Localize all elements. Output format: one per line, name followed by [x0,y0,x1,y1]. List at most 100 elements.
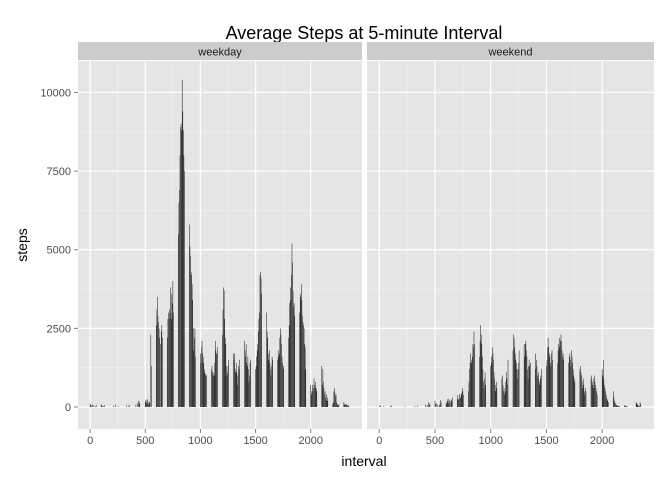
x-tick-label: 1500 [243,435,267,447]
bar [470,353,471,407]
bar [626,406,628,407]
bar [571,356,573,407]
bar [446,401,448,407]
bar [250,359,251,407]
bars-weekend [379,325,641,407]
bar [515,359,517,407]
bar [618,405,620,407]
bar [180,127,181,407]
bar [468,391,469,407]
bar [172,281,174,407]
bar [547,347,548,407]
bar [226,375,228,407]
bar [282,362,283,407]
bar [290,287,291,407]
bar [435,403,437,407]
bar [128,405,130,407]
bar [512,350,514,407]
bar [321,366,323,407]
bar [126,405,127,407]
bar [278,356,280,407]
bar [639,402,641,407]
bar [335,395,336,407]
bar [159,337,160,407]
bar [302,322,304,407]
panel-weekend: weekend 0 500 1000 1500 2000 [367,42,654,447]
panel-weekday: weekday 0 500 1000 1500 2000 0 2500 5000 7500 10… [40,42,362,447]
bar [573,375,575,407]
bar [283,366,284,407]
bar [596,394,598,407]
bar [303,325,304,407]
bar [92,404,93,407]
bar [224,318,225,407]
y-tick-label: 10000 [40,87,71,99]
bar [414,406,416,407]
bar [590,378,592,407]
x-tick-label: 500 [426,435,444,447]
bar [518,362,519,407]
bar [439,405,440,407]
bar [206,375,207,407]
bar [524,356,526,407]
bar [447,399,449,407]
bar [90,405,92,407]
bar [261,293,262,407]
bar [461,394,463,407]
bar [279,337,281,407]
bar [184,171,185,407]
bar [255,369,256,407]
bar [380,406,381,407]
bar [417,405,419,407]
bar [484,372,486,407]
bar [227,372,228,407]
bar [127,405,129,407]
bar [591,375,592,407]
bar [484,378,485,407]
bar [348,405,350,407]
bar [636,403,638,407]
bar [538,372,539,407]
bar [277,350,279,407]
bar [580,372,582,407]
bar [294,315,296,407]
bar [225,344,227,407]
bar [181,130,182,407]
bar [425,404,426,407]
bar [191,274,192,407]
bar [259,312,260,407]
bar [200,362,202,407]
bar [582,388,583,407]
bar [546,366,547,407]
bar [391,405,392,407]
bar [560,334,562,407]
bar [614,402,616,407]
bar [138,401,140,407]
bar [558,337,560,407]
bar [506,378,508,407]
bar [266,312,267,407]
bar [167,318,169,407]
bar [178,202,180,407]
bar [337,405,339,407]
bar [190,256,191,407]
bar [211,366,213,407]
bar [291,274,292,407]
bar [516,362,517,407]
bar [323,388,325,407]
bar [324,394,325,407]
bar [502,384,504,407]
bar [112,405,114,407]
bar [563,359,565,407]
bar [325,400,327,407]
bar [303,328,305,407]
bar [446,403,447,407]
bar [300,296,302,407]
bar [568,362,570,407]
bar [507,359,509,407]
bar [451,397,453,407]
bar [235,362,237,407]
bar [238,366,239,407]
bar [301,284,302,407]
bar [162,337,163,407]
